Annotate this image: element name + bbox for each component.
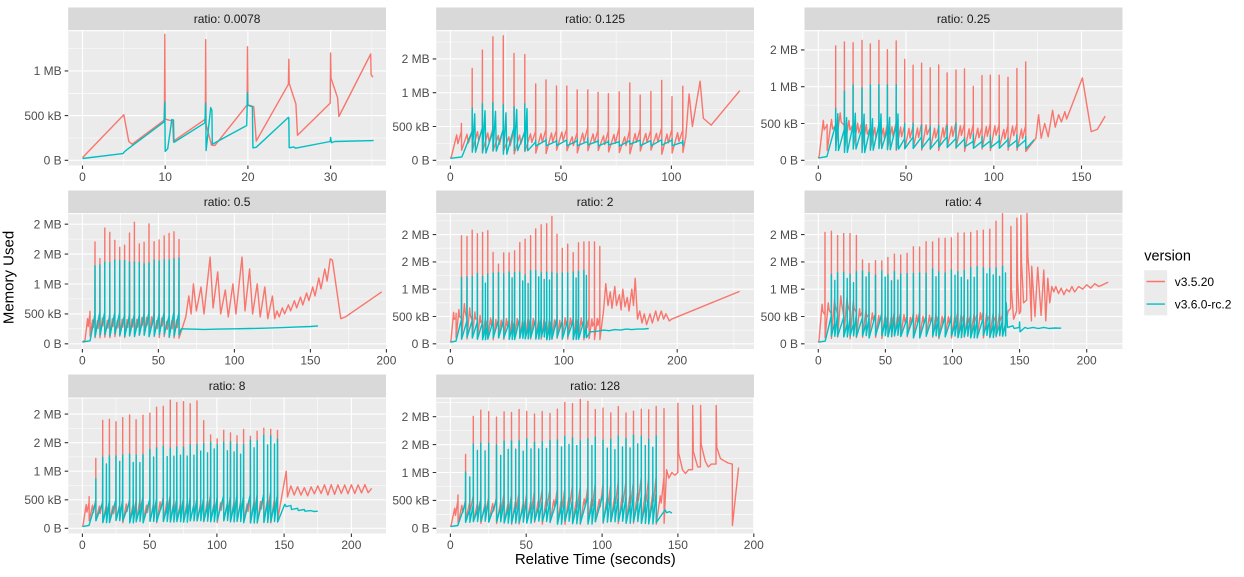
svg-text:0 B: 0 B xyxy=(780,154,798,168)
svg-text:version: version xyxy=(1144,249,1191,265)
svg-text:1 MB: 1 MB xyxy=(34,277,62,291)
svg-text:500 kB: 500 kB xyxy=(24,493,61,507)
svg-text:100: 100 xyxy=(554,354,574,368)
svg-text:0: 0 xyxy=(815,170,822,184)
svg-text:1 MB: 1 MB xyxy=(770,283,798,297)
svg-text:Memory Used: Memory Used xyxy=(1,231,18,324)
svg-text:ratio: 4: ratio: 4 xyxy=(945,195,982,209)
svg-text:500 kB: 500 kB xyxy=(392,494,429,508)
svg-text:50: 50 xyxy=(520,538,534,552)
svg-text:2 MB: 2 MB xyxy=(402,438,430,452)
svg-text:ratio: 0.0078: ratio: 0.0078 xyxy=(194,12,261,26)
svg-text:ratio: 0.5: ratio: 0.5 xyxy=(204,195,251,209)
svg-text:Relative Time (seconds): Relative Time (seconds) xyxy=(515,551,676,568)
svg-text:1 MB: 1 MB xyxy=(402,86,430,100)
svg-text:200: 200 xyxy=(376,354,396,368)
svg-text:200: 200 xyxy=(744,538,764,552)
svg-text:0: 0 xyxy=(79,538,86,552)
svg-text:500 kB: 500 kB xyxy=(392,120,429,134)
svg-text:ratio: 0.25: ratio: 0.25 xyxy=(937,12,991,26)
svg-text:150: 150 xyxy=(274,538,294,552)
svg-text:2 MB: 2 MB xyxy=(770,228,798,242)
svg-text:100: 100 xyxy=(984,170,1004,184)
svg-text:0 B: 0 B xyxy=(44,337,62,351)
svg-text:50: 50 xyxy=(879,354,893,368)
svg-text:0 B: 0 B xyxy=(412,337,430,351)
svg-text:2 MB: 2 MB xyxy=(402,52,430,66)
svg-text:2 MB: 2 MB xyxy=(770,255,798,269)
svg-text:ratio: 0.125: ratio: 0.125 xyxy=(565,12,625,26)
svg-text:2 MB: 2 MB xyxy=(34,218,62,232)
svg-text:50: 50 xyxy=(143,538,157,552)
svg-text:2 MB: 2 MB xyxy=(402,410,430,424)
svg-text:500 kB: 500 kB xyxy=(392,310,429,324)
svg-text:50: 50 xyxy=(899,170,913,184)
svg-text:500 kB: 500 kB xyxy=(761,117,798,131)
svg-text:ratio: 2: ratio: 2 xyxy=(577,195,614,209)
svg-text:0: 0 xyxy=(447,170,454,184)
svg-text:30: 30 xyxy=(324,170,338,184)
svg-text:500 kB: 500 kB xyxy=(761,310,798,324)
svg-text:200: 200 xyxy=(1077,354,1097,368)
svg-text:0 B: 0 B xyxy=(780,337,798,351)
svg-text:0: 0 xyxy=(815,354,822,368)
svg-text:2 MB: 2 MB xyxy=(770,43,798,57)
svg-text:0: 0 xyxy=(447,538,454,552)
svg-text:0 B: 0 B xyxy=(44,522,62,536)
svg-text:150: 150 xyxy=(1010,354,1030,368)
svg-text:150: 150 xyxy=(300,354,320,368)
svg-text:ratio: 128: ratio: 128 xyxy=(570,379,620,393)
svg-text:50: 50 xyxy=(554,170,568,184)
svg-text:0: 0 xyxy=(447,354,454,368)
svg-text:1 MB: 1 MB xyxy=(402,283,430,297)
svg-text:2 MB: 2 MB xyxy=(34,247,62,261)
svg-text:0 B: 0 B xyxy=(44,154,62,168)
svg-text:2 MB: 2 MB xyxy=(402,255,430,269)
svg-text:v3.6.0-rc.2: v3.6.0-rc.2 xyxy=(1175,297,1232,311)
svg-text:ratio: 8: ratio: 8 xyxy=(209,379,246,393)
svg-text:500 kB: 500 kB xyxy=(24,307,61,321)
svg-text:0 B: 0 B xyxy=(412,522,430,536)
svg-text:2 MB: 2 MB xyxy=(402,228,430,242)
svg-text:0: 0 xyxy=(79,354,86,368)
svg-text:20: 20 xyxy=(241,170,255,184)
svg-text:100: 100 xyxy=(661,170,681,184)
svg-text:200: 200 xyxy=(341,538,361,552)
svg-text:500 kB: 500 kB xyxy=(24,109,61,123)
svg-text:v3.5.20: v3.5.20 xyxy=(1175,275,1215,289)
svg-text:50: 50 xyxy=(152,354,166,368)
svg-text:100: 100 xyxy=(224,354,244,368)
svg-text:200: 200 xyxy=(667,354,687,368)
svg-text:10: 10 xyxy=(159,170,173,184)
svg-text:1 MB: 1 MB xyxy=(34,64,62,78)
svg-text:150: 150 xyxy=(1071,170,1091,184)
svg-text:100: 100 xyxy=(207,538,227,552)
svg-text:1 MB: 1 MB xyxy=(34,465,62,479)
svg-text:100: 100 xyxy=(942,354,962,368)
svg-text:2 MB: 2 MB xyxy=(34,436,62,450)
svg-text:150: 150 xyxy=(668,538,688,552)
svg-text:0 B: 0 B xyxy=(412,154,430,168)
svg-text:0: 0 xyxy=(79,170,86,184)
svg-text:1 MB: 1 MB xyxy=(402,466,430,480)
svg-text:2 MB: 2 MB xyxy=(34,407,62,421)
svg-text:1 MB: 1 MB xyxy=(770,80,798,94)
svg-text:100: 100 xyxy=(592,538,612,552)
